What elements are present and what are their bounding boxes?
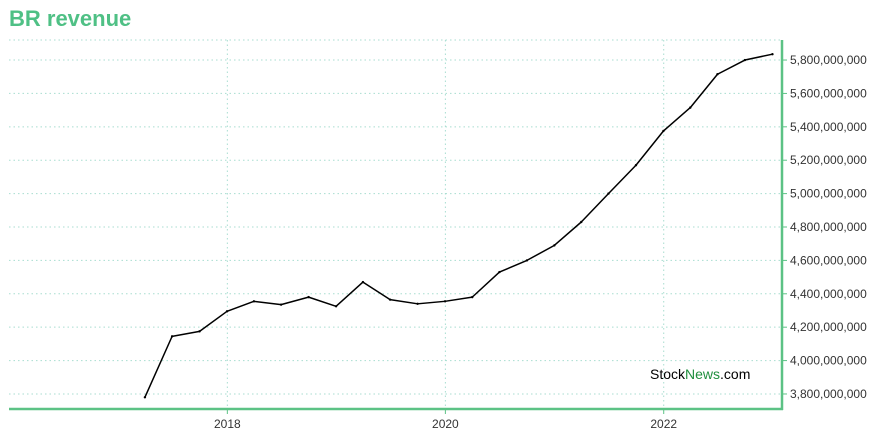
data-point (307, 295, 310, 299)
data-point (252, 300, 256, 303)
x-tick-label: 2018 (214, 417, 241, 431)
watermark-stock: Stock (650, 366, 686, 382)
data-point (743, 58, 747, 62)
y-tick-label: 5,400,000,000 (790, 120, 867, 134)
data-point (471, 295, 474, 299)
data-point (416, 302, 419, 306)
data-point (580, 220, 583, 224)
data-point (388, 298, 392, 301)
data-point (689, 106, 692, 109)
y-tick-label: 4,800,000,000 (790, 220, 867, 234)
y-tick-label: 4,000,000,000 (790, 354, 867, 368)
data-point (634, 164, 638, 167)
x-tick-label: 2020 (432, 417, 459, 431)
data-point (198, 330, 201, 333)
watermark: StockNews.com (650, 366, 750, 382)
x-tick-label: 2022 (650, 417, 677, 431)
tick-labels: 3,800,000,000 4,000,000,000 4,200,000,000 4… (214, 53, 867, 431)
data-point (607, 192, 610, 195)
series (143, 52, 774, 399)
data-point (771, 52, 774, 56)
data-point (553, 244, 556, 247)
y-tick-label: 5,200,000,000 (790, 153, 867, 167)
watermark-com: .com (720, 366, 750, 382)
data-point (279, 303, 283, 306)
data-point (443, 300, 447, 303)
grid (9, 39, 782, 409)
y-tick-label: 5,800,000,000 (790, 53, 867, 67)
data-point (662, 129, 665, 133)
data-point (498, 270, 501, 274)
data-point (170, 335, 174, 338)
data-point (143, 396, 147, 399)
series-line (144, 53, 773, 398)
y-tick-label: 5,600,000,000 (790, 86, 867, 100)
axes (9, 40, 787, 414)
y-tick-label: 4,200,000,000 (790, 320, 867, 334)
y-tick-label: 4,400,000,000 (790, 287, 867, 301)
watermark-news: News (685, 366, 720, 382)
data-point (225, 310, 229, 313)
y-tick-label: 3,800,000,000 (790, 387, 867, 401)
data-point (334, 305, 338, 308)
y-tick-label: 5,000,000,000 (790, 187, 867, 201)
data-point (525, 259, 529, 262)
y-tick-label: 4,600,000,000 (790, 253, 867, 267)
chart-title: BR revenue (9, 6, 132, 31)
data-point (716, 73, 719, 76)
data-point (361, 280, 365, 284)
